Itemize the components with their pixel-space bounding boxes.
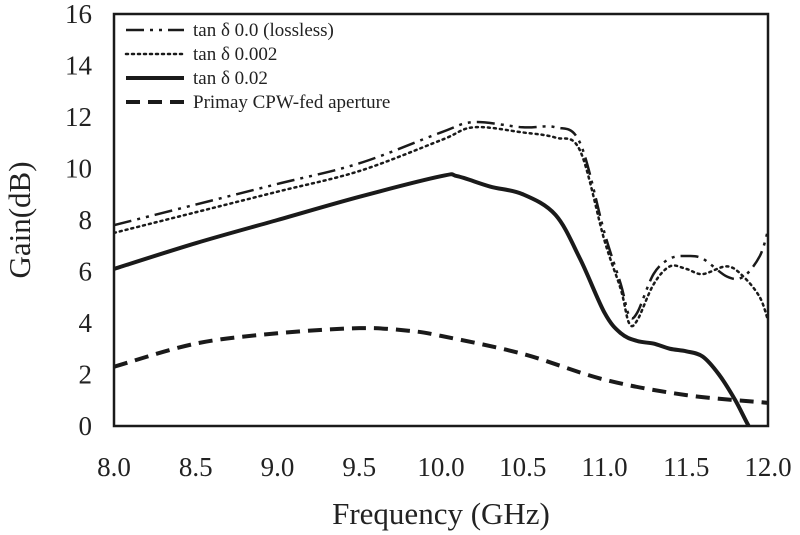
series-line-0 [114, 120, 768, 320]
legend: tan δ 0.0 (lossless) tan δ 0.002 tan δ 0.0… [124, 20, 390, 113]
x-tick-label: 10.0 [417, 452, 464, 482]
y-tick-label: 14 [65, 51, 93, 81]
series-line-2 [114, 172, 751, 426]
y-tick-label: 8 [79, 205, 93, 235]
y-tick-label: 6 [79, 257, 93, 287]
plot-frame [112, 12, 770, 428]
series-layer [114, 120, 768, 426]
y-tick-label: 16 [65, 0, 92, 29]
legend-label-3: Primay CPW-fed aperture [193, 92, 390, 113]
x-axis-title: Frequency (GHz) [332, 496, 550, 531]
x-tick-label: 9.5 [342, 452, 376, 482]
y-tick-label: 0 [79, 411, 93, 441]
x-tick-label: 12.0 [744, 452, 791, 482]
legend-label-1: tan δ 0.002 [193, 44, 277, 65]
x-axis-ticks: 8.0 8.5 9.0 9.5 10.0 10.5 11.0 11.5 12.0 [97, 452, 792, 482]
y-tick-label: 10 [65, 154, 92, 184]
y-tick-label: 4 [79, 308, 93, 338]
x-tick-label: 11.0 [581, 452, 627, 482]
x-tick-label: 10.5 [499, 452, 546, 482]
y-axis-title: Gain(dB) [2, 161, 37, 278]
plot-area [112, 12, 770, 428]
x-tick-label: 9.0 [261, 452, 295, 482]
y-tick-label: 12 [65, 102, 92, 132]
x-tick-label: 8.5 [179, 452, 213, 482]
series-line-3 [114, 326, 768, 405]
legend-label-0: tan δ 0.0 (lossless) [193, 20, 334, 41]
series-line-1 [114, 125, 768, 328]
legend-label-2: tan δ 0.02 [193, 68, 268, 89]
x-tick-label: 8.0 [97, 452, 131, 482]
y-axis-ticks: 0 2 4 6 8 10 12 14 16 [65, 0, 93, 441]
x-tick-label: 11.5 [663, 452, 709, 482]
y-tick-label: 2 [79, 360, 93, 390]
